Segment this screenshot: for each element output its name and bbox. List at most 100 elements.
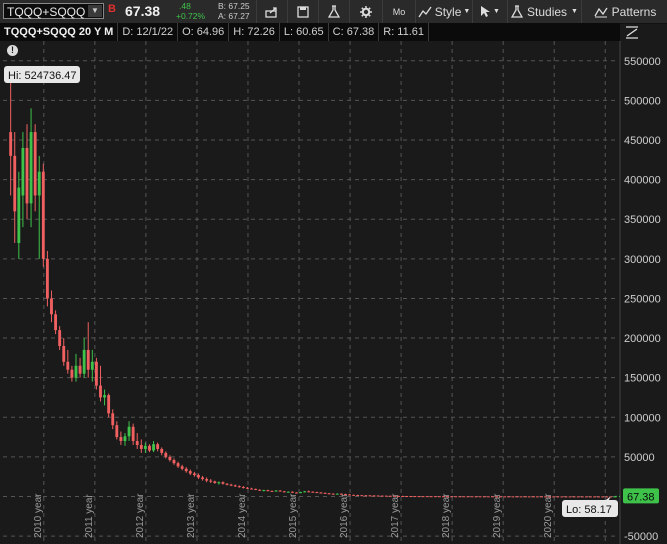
toolbar: TQQQ+SQQQ ▼ B 67.38 .48 +0.72% B: 67.25 …	[0, 0, 667, 24]
date-value: D: 12/1/22	[118, 23, 179, 41]
lo-label: Lo: 58.17	[566, 504, 612, 516]
candle-body	[401, 495, 405, 497]
candle-body	[29, 132, 33, 204]
hi-label-box	[4, 66, 80, 83]
candle-body	[86, 349, 90, 370]
candle-body	[74, 365, 78, 378]
expand-icon[interactable]	[624, 24, 640, 40]
candle-body	[568, 496, 572, 498]
candle-body	[421, 496, 425, 498]
y-tick-label: 500000	[624, 95, 661, 107]
candle-body	[593, 496, 596, 498]
cursor-button[interactable]: ▼	[472, 0, 507, 23]
candle-body	[254, 488, 258, 490]
candle-body	[278, 490, 282, 492]
candle-body	[495, 496, 498, 498]
period-button[interactable]: Mo	[382, 0, 415, 23]
x-tick-label: 2014 year	[237, 493, 248, 538]
candle-body	[78, 365, 82, 374]
candle-body	[552, 496, 556, 498]
candle-body	[544, 496, 547, 498]
candle-body	[188, 471, 192, 474]
candle-body	[143, 445, 147, 449]
candle-body	[393, 495, 396, 497]
candle-body	[584, 496, 588, 498]
chevron-down-icon[interactable]: ▼	[88, 5, 102, 17]
candle-body	[413, 496, 417, 498]
lo-label-box	[562, 500, 618, 517]
chart-background	[0, 41, 667, 544]
save-button[interactable]	[287, 0, 318, 23]
candle-body	[527, 496, 531, 498]
candle-body	[486, 496, 490, 498]
patterns-icon	[594, 7, 608, 17]
change-block: .48 +0.72%	[176, 1, 205, 21]
candle-body	[233, 485, 237, 487]
candle-body	[274, 490, 278, 492]
info-bar: TQQQ+SQQQ 20 Y M D: 12/1/22 O: 64.96 H: …	[0, 23, 620, 41]
close-value: C: 67.38	[329, 23, 380, 41]
candle-body	[372, 495, 376, 497]
studies-label: Studies	[527, 4, 568, 19]
candle-body	[70, 369, 74, 378]
candle-body	[229, 484, 233, 486]
candle-body	[213, 481, 217, 484]
flask-button[interactable]	[318, 0, 349, 23]
candle-body	[127, 426, 131, 437]
studies-button[interactable]: Studies ▼	[507, 0, 581, 23]
y-tick-label: 550000	[624, 56, 661, 68]
style-label: Style	[434, 4, 462, 19]
share-icon	[265, 6, 277, 18]
candle-body	[258, 489, 262, 491]
candle-body	[66, 361, 70, 370]
candle-body	[103, 395, 106, 398]
candle-body	[266, 490, 270, 492]
style-button[interactable]: Style ▼	[415, 0, 472, 23]
x-tick-label: 2012 year	[135, 493, 146, 538]
y-tick-label: 50000	[624, 452, 655, 464]
candle-body	[319, 492, 323, 494]
candle-body	[139, 444, 143, 449]
candles	[9, 80, 617, 498]
alert-icon[interactable]: !	[7, 45, 18, 56]
candle-body	[576, 496, 580, 498]
candle-body	[54, 314, 57, 331]
symbol-input[interactable]: TQQQ+SQQQ ▼	[3, 3, 104, 19]
overlays: Hi: 524736.47 Lo: 58.17 67.38	[4, 66, 659, 517]
candle-body	[515, 496, 519, 498]
candle-body	[311, 491, 315, 493]
candle-body	[217, 482, 221, 484]
candle-body	[82, 349, 86, 374]
candle-body	[135, 441, 139, 445]
candle-body	[246, 487, 249, 489]
candle-body	[90, 361, 94, 370]
candle-body	[58, 330, 62, 346]
candle-body	[33, 132, 37, 196]
candle-body	[295, 492, 298, 494]
last-price-badge	[623, 488, 659, 504]
candle-body	[9, 132, 13, 156]
x-tick-label: 2013 year	[186, 493, 197, 538]
candle-body	[356, 495, 360, 497]
save-icon	[297, 5, 309, 18]
patterns-button[interactable]: Patterns	[581, 0, 667, 23]
candle-body	[156, 444, 160, 449]
candle-body	[62, 345, 66, 362]
candle-body	[262, 490, 266, 492]
candle-body	[499, 496, 503, 498]
settings-button[interactable]	[349, 0, 382, 23]
change-value: .48	[179, 1, 191, 11]
symbol-text: TQQQ+SQQQ	[7, 5, 86, 19]
candle-body	[470, 496, 474, 498]
candle-body	[241, 486, 245, 488]
candle-body	[160, 448, 164, 453]
share-button[interactable]	[256, 0, 287, 23]
candle-body	[478, 496, 482, 498]
gear-icon	[360, 5, 372, 18]
x-tick-label: 2017 year	[390, 493, 401, 538]
candle-body	[123, 436, 127, 442]
candle-body	[580, 496, 584, 498]
x-tick-label: 2019 year	[492, 493, 503, 538]
candle-body	[339, 493, 343, 495]
price-chart[interactable]: -50000 50000 100000 150000 200000 250000 30000…	[0, 41, 667, 544]
